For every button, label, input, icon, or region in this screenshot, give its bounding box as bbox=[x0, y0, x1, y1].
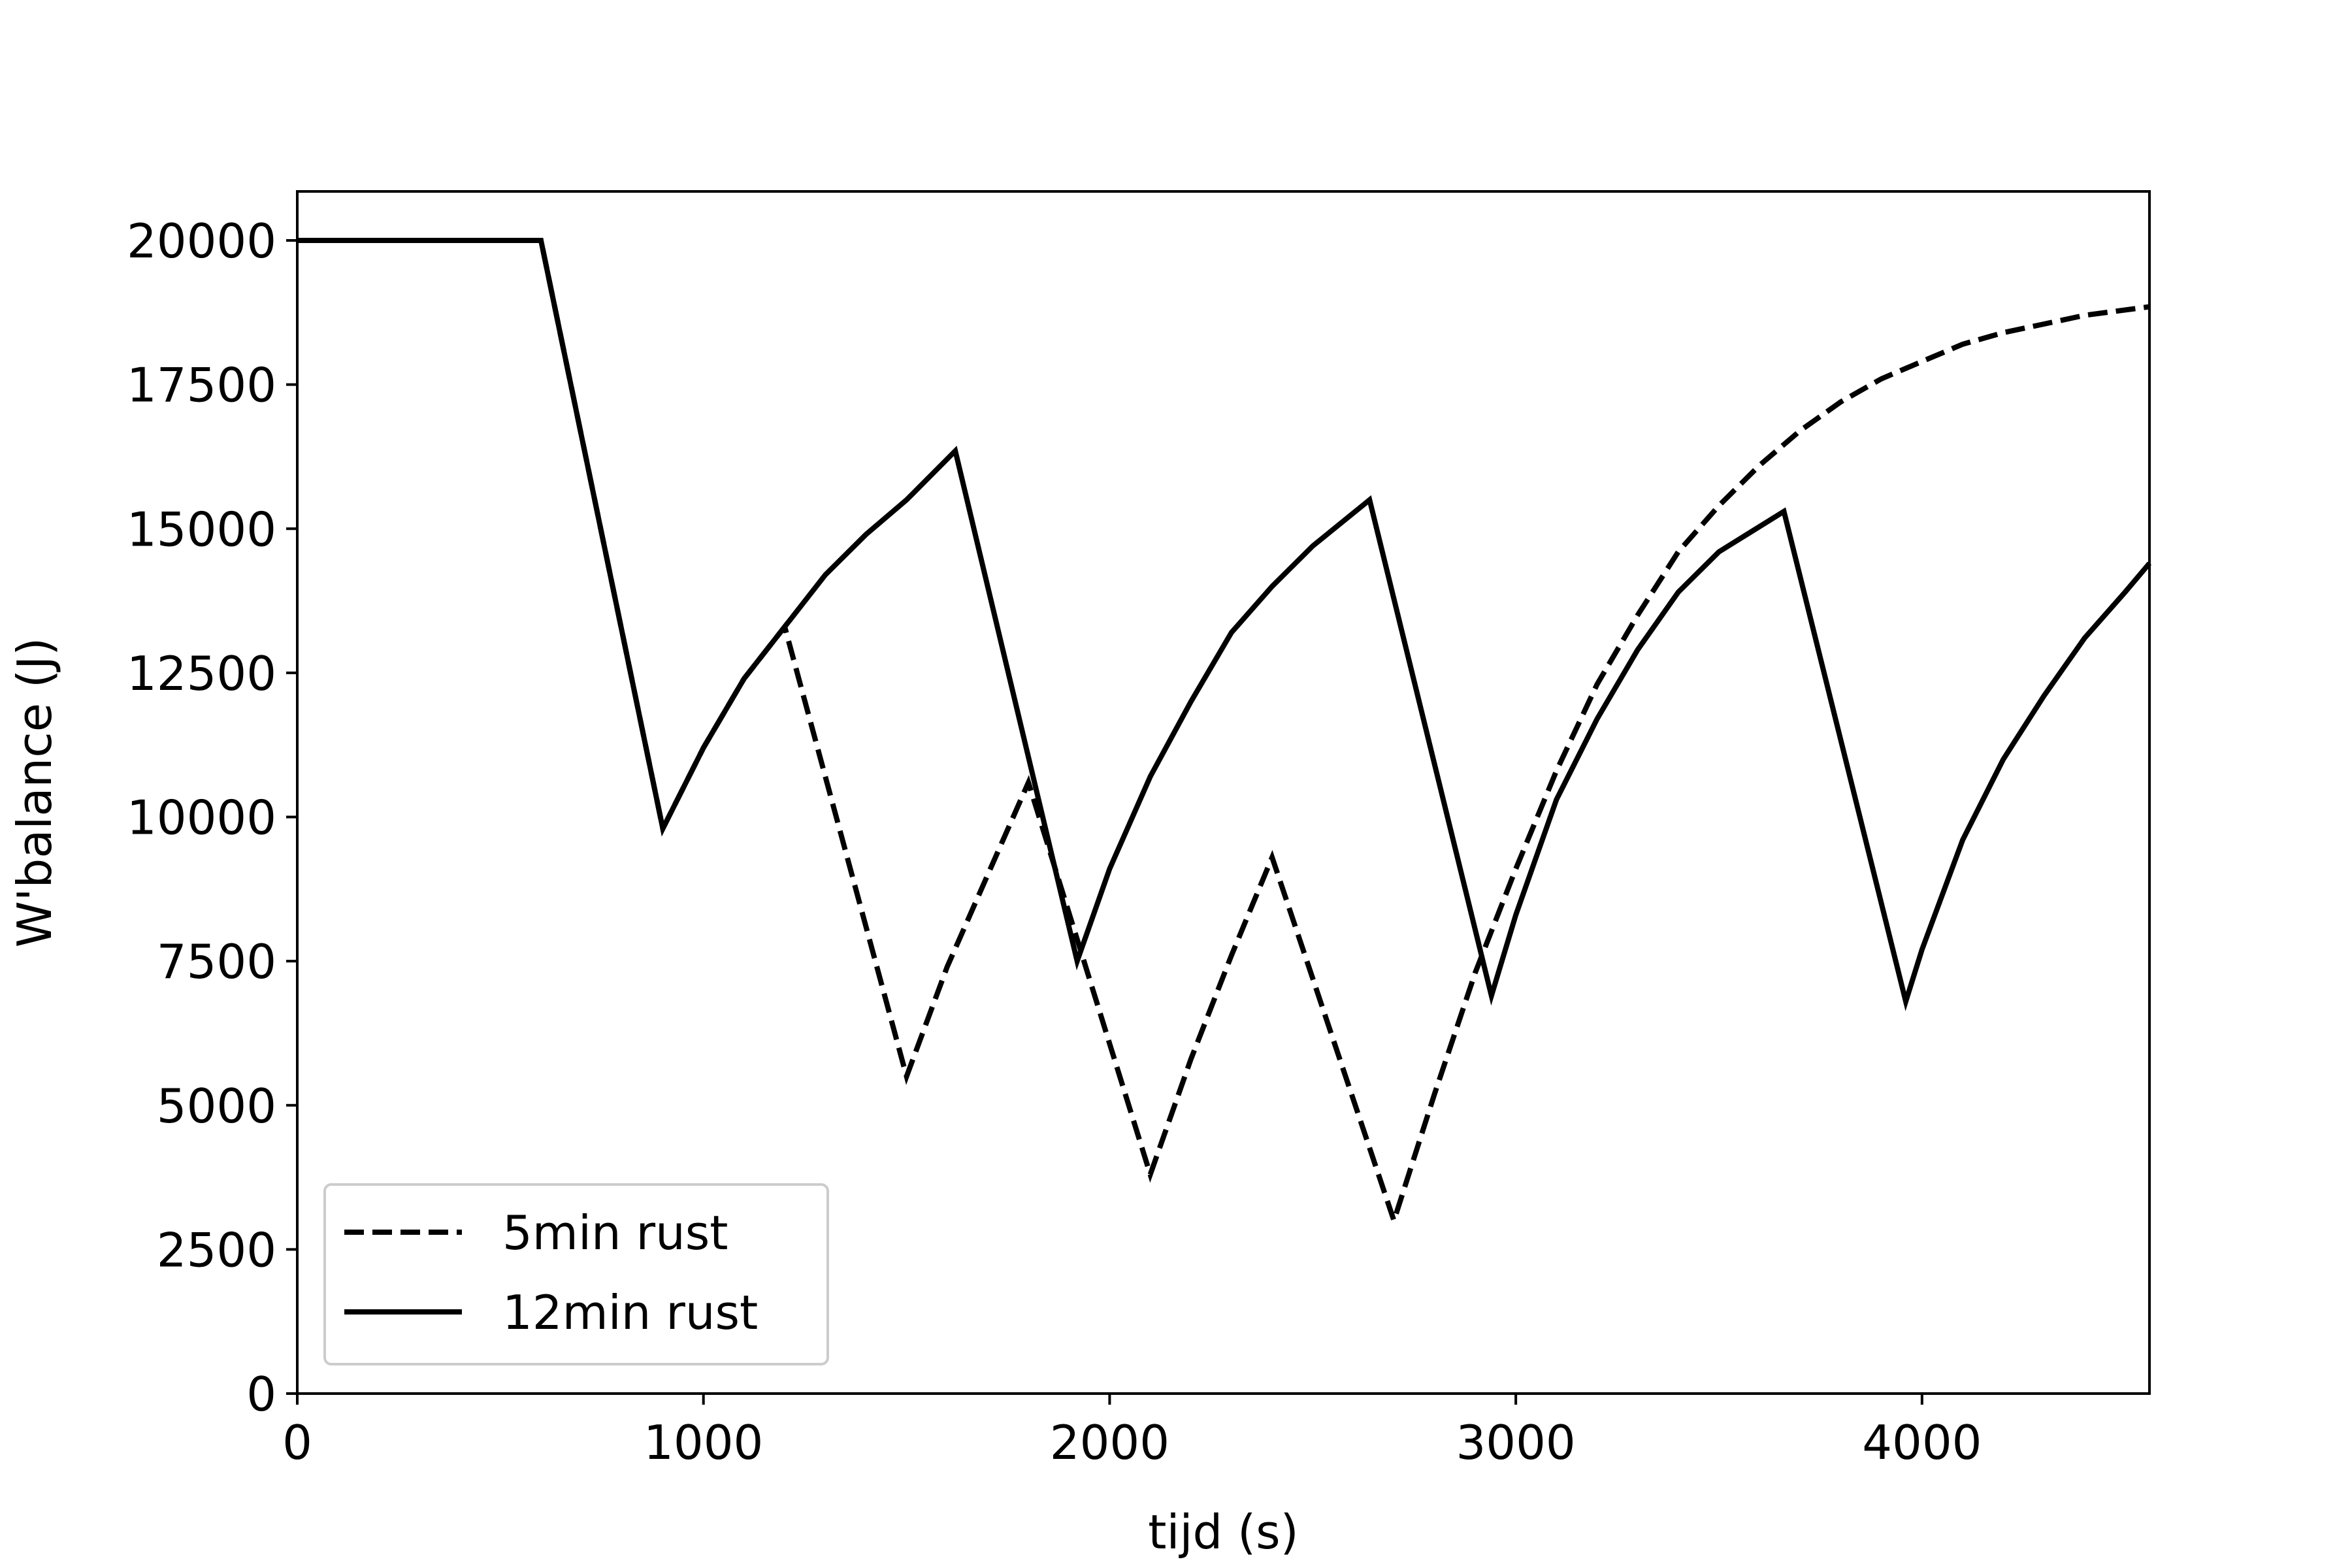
y-tick-label: 17500 bbox=[127, 358, 276, 413]
x-axis-label: tijd (s) bbox=[1148, 1505, 1299, 1560]
y-axis: 0 2500 5000 7500 10000 12500 15000 17500 20000 bbox=[127, 214, 297, 1422]
y-tick-label: 0 bbox=[246, 1367, 276, 1422]
y-tick-label: 12500 bbox=[127, 646, 276, 701]
legend-label-1: 12min rust bbox=[502, 1285, 758, 1340]
y-tick-label: 10000 bbox=[127, 791, 276, 845]
series-layer bbox=[297, 238, 2152, 1230]
x-tick-label: 4000 bbox=[1862, 1415, 1982, 1470]
legend-box bbox=[323, 1183, 829, 1365]
plot-frame bbox=[296, 190, 2151, 1395]
x-tick-label: 3000 bbox=[1456, 1415, 1576, 1470]
legend: 5min rust 12min rust bbox=[323, 1183, 829, 1365]
y-tick-label: 2500 bbox=[157, 1222, 276, 1277]
series-line-0 bbox=[297, 238, 2150, 1230]
series-line-1 bbox=[297, 238, 2152, 1011]
y-tick-label: 20000 bbox=[127, 214, 276, 269]
y-axis-label: W'balance (J) bbox=[7, 638, 62, 948]
x-tick-label: 0 bbox=[282, 1415, 312, 1470]
y-tick-label: 7500 bbox=[157, 934, 276, 989]
x-axis: 0 1000 2000 3000 4000 bbox=[282, 1394, 1982, 1470]
y-tick-label: 15000 bbox=[127, 502, 276, 557]
x-tick-label: 1000 bbox=[644, 1415, 763, 1470]
x-tick-label: 2000 bbox=[1050, 1415, 1169, 1470]
legend-label-0: 5min rust bbox=[502, 1205, 728, 1260]
y-tick-label: 5000 bbox=[157, 1079, 276, 1134]
